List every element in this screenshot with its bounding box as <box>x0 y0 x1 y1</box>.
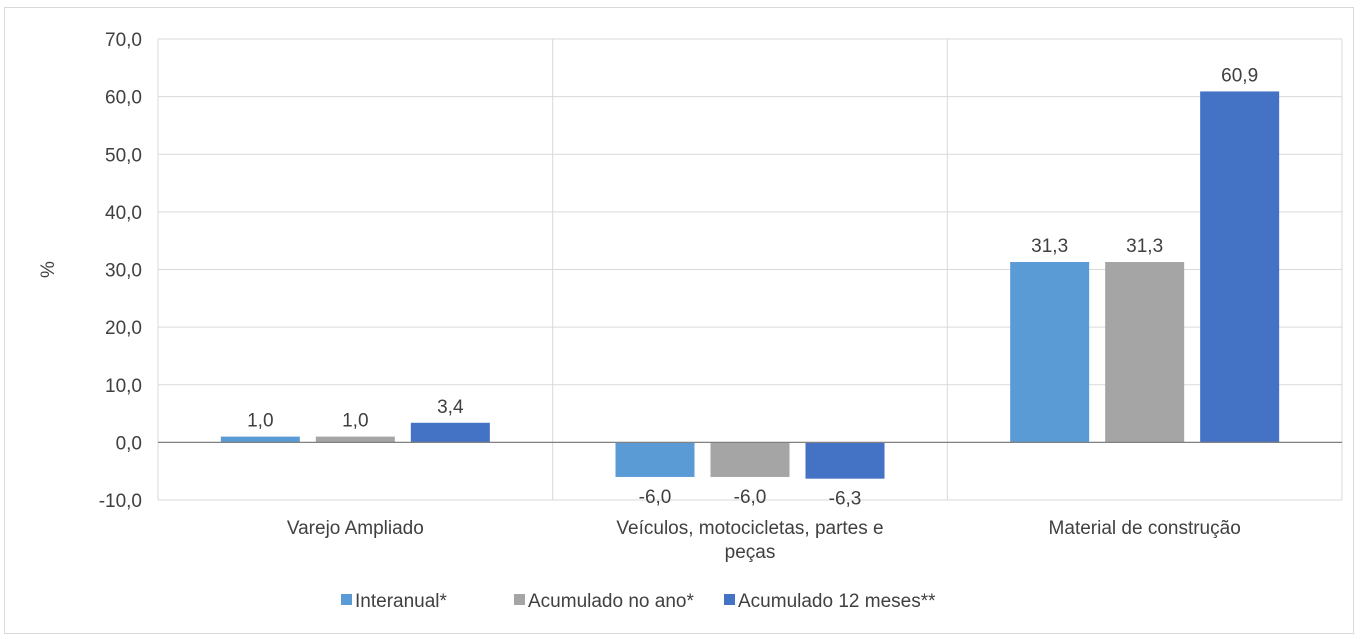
legend-swatch <box>341 594 352 605</box>
y-tick-label: 50,0 <box>105 145 142 166</box>
legend-label: Interanual* <box>355 591 448 612</box>
bar <box>615 442 695 477</box>
y-tick-label: 0,0 <box>116 433 142 454</box>
x-category-label: Varejo Ampliado <box>287 518 424 539</box>
y-tick-label: 60,0 <box>105 88 142 109</box>
y-tick-label: 10,0 <box>105 376 142 397</box>
bar <box>710 442 790 477</box>
bar <box>1010 262 1090 443</box>
legend-swatch <box>724 594 735 605</box>
bar <box>1200 91 1280 443</box>
bar <box>805 442 885 479</box>
legend-label: Acumulado no ano* <box>528 591 694 612</box>
data-label: -6,0 <box>734 487 767 508</box>
y-axis-title: % <box>38 261 59 278</box>
data-label: 1,0 <box>247 411 273 432</box>
data-label: 31,3 <box>1031 236 1068 257</box>
data-label: 1,0 <box>342 411 368 432</box>
bar <box>220 436 300 443</box>
data-label: -6,3 <box>829 489 862 510</box>
bar <box>1105 262 1185 443</box>
y-tick-label: 30,0 <box>105 261 142 282</box>
data-label: 3,4 <box>437 397 464 418</box>
bar <box>410 422 490 443</box>
y-tick-label: 40,0 <box>105 203 142 224</box>
y-tick-label: 20,0 <box>105 318 142 339</box>
y-tick-label: -10,0 <box>99 491 142 512</box>
x-category-label: peças <box>725 542 776 563</box>
data-label: 31,3 <box>1126 236 1163 257</box>
x-category-label: Veículos, motocicletas, partes e <box>616 518 883 539</box>
legend-label: Acumulado 12 meses** <box>738 591 936 612</box>
data-label: -6,0 <box>639 487 672 508</box>
data-label: 60,9 <box>1221 65 1258 86</box>
legend-swatch <box>514 594 525 605</box>
x-category-label: Material de construção <box>1049 518 1241 539</box>
y-tick-label: 70,0 <box>105 30 142 51</box>
bar <box>315 436 395 443</box>
